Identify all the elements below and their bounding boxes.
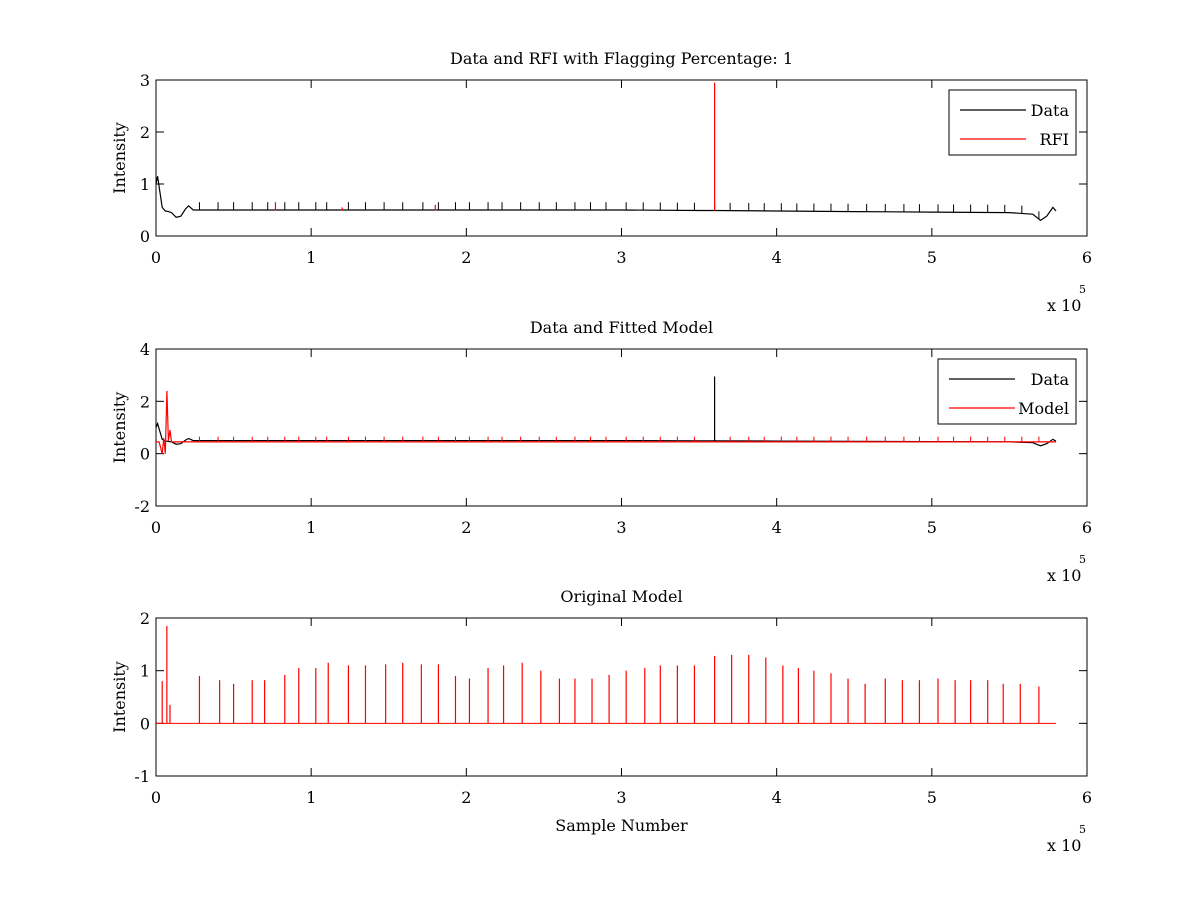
y-tick-label: -1 xyxy=(134,767,150,786)
legend: Data RFI xyxy=(948,89,1077,156)
legend-label-data: Data xyxy=(1031,370,1070,389)
x-tick-label: 6 xyxy=(1082,788,1092,807)
legend-box xyxy=(948,89,1077,156)
x-exponent-power: 5 xyxy=(1079,823,1086,836)
y-tick-label: 0 xyxy=(140,714,150,733)
x-tick-label: 0 xyxy=(151,788,161,807)
chart-title: Data and RFI with Flagging Percentage: 1 xyxy=(450,49,793,68)
plot-area xyxy=(156,625,1056,724)
x-tick-label: 5 xyxy=(927,518,937,537)
y-tick-label: 2 xyxy=(140,123,150,142)
x-tick-label: 5 xyxy=(927,788,937,807)
x-tick-label: 0 xyxy=(151,518,161,537)
x-tick-label: 4 xyxy=(772,518,782,537)
x-tick-label: 4 xyxy=(772,788,782,807)
legend-label-data: Data xyxy=(1031,101,1070,120)
series-line-model xyxy=(156,390,1056,454)
x-exponent-prefix: x 10 xyxy=(1047,296,1081,315)
x-exponent-prefix: x 10 xyxy=(1047,836,1081,855)
y-tick-label: 4 xyxy=(140,340,150,359)
x-tick-label: 3 xyxy=(616,788,626,807)
y-tick-label: 1 xyxy=(140,662,150,681)
x-exponent-prefix: x 10 xyxy=(1047,566,1081,585)
y-tick-label: -2 xyxy=(134,497,150,516)
x-exponent-power: 5 xyxy=(1079,553,1086,566)
y-tick-label: 2 xyxy=(140,609,150,628)
chart-title: Data and Fitted Model xyxy=(530,318,713,337)
y-tick-label: 0 xyxy=(140,227,150,246)
x-tick-label: 1 xyxy=(306,788,316,807)
plot-area xyxy=(156,82,1057,222)
x-tick-label: 3 xyxy=(616,518,626,537)
x-tick-label: 5 xyxy=(927,248,937,267)
plot-area xyxy=(156,376,1057,454)
legend-label-rfi: RFI xyxy=(1040,130,1069,149)
x-tick-label: 2 xyxy=(461,518,471,537)
y-axis-label: Intensity xyxy=(110,392,129,464)
y-tick-label: 3 xyxy=(140,71,150,90)
y-axis-label: Intensity xyxy=(110,661,129,733)
y-axis-label: Intensity xyxy=(110,122,129,194)
x-tick-label: 1 xyxy=(306,518,316,537)
x-tick-label: 0 xyxy=(151,248,161,267)
x-tick-label: 6 xyxy=(1082,518,1092,537)
x-tick-label: 1 xyxy=(306,248,316,267)
series-line-data xyxy=(156,176,1057,222)
panel-1: Data and RFI with Flagging Percentage: 1… xyxy=(110,49,1092,315)
x-exponent-power: 5 xyxy=(1079,283,1086,296)
y-tick-label: 2 xyxy=(140,392,150,411)
x-tick-label: 2 xyxy=(461,248,471,267)
x-tick-label: 2 xyxy=(461,788,471,807)
x-tick-label: 6 xyxy=(1082,248,1092,267)
x-tick-label: 3 xyxy=(616,248,626,267)
legend: Data Model xyxy=(937,358,1077,425)
x-axis-label: Sample Number xyxy=(555,816,688,835)
legend-label-model: Model xyxy=(1018,399,1069,418)
panels: Data and RFI with Flagging Percentage: 1… xyxy=(110,49,1092,855)
x-tick-label: 4 xyxy=(772,248,782,267)
y-tick-label: 0 xyxy=(140,445,150,464)
y-tick-label: 1 xyxy=(140,175,150,194)
legend-box xyxy=(937,358,1077,425)
chart-title: Original Model xyxy=(560,587,682,606)
